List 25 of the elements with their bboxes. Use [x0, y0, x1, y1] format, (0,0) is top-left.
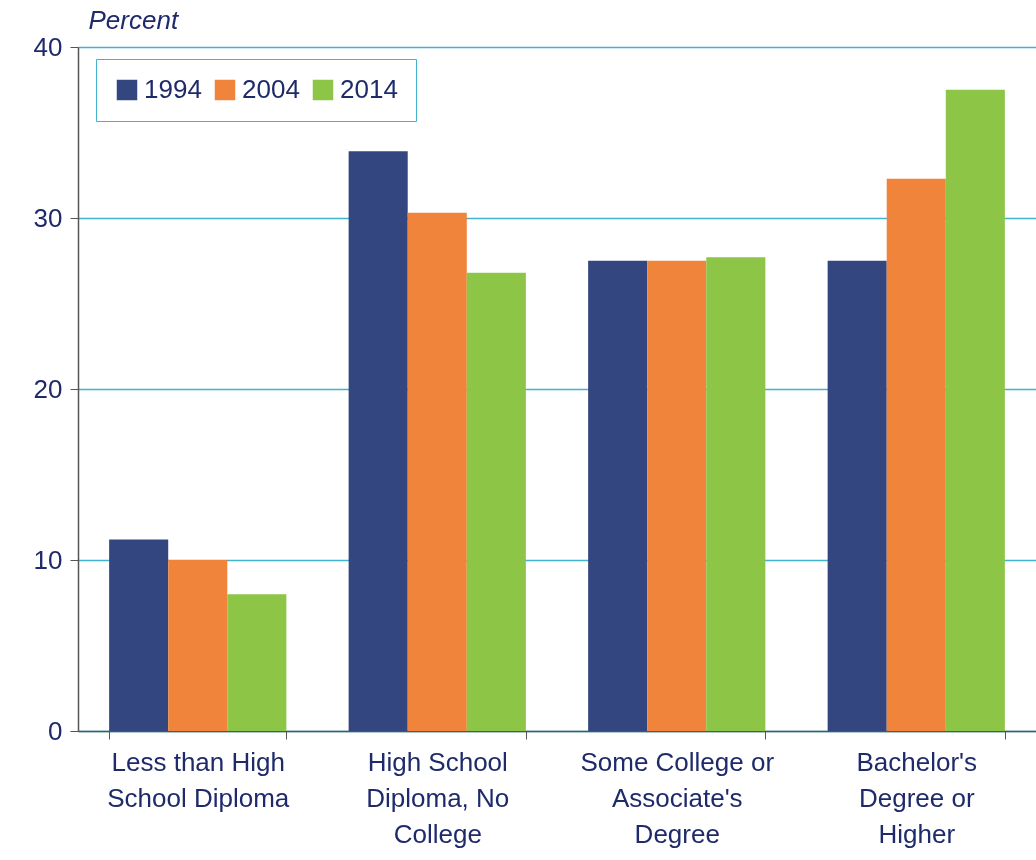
- bar: [706, 257, 766, 731]
- y-tick-label: 40: [33, 31, 63, 62]
- bar: [168, 560, 228, 731]
- y-tick-label: 20: [33, 373, 63, 404]
- bar: [827, 260, 887, 731]
- y-tick-label: 30: [33, 202, 63, 233]
- legend-label: 2014: [340, 74, 398, 104]
- bar: [588, 260, 648, 731]
- bar: [109, 539, 169, 731]
- bar: [886, 178, 946, 731]
- bar: [945, 89, 1005, 731]
- bar: [348, 151, 408, 731]
- bar: [647, 260, 707, 731]
- x-tick-label: Bachelor's Degree or Higher: [856, 746, 978, 849]
- x-tick-label: High School Diploma, No College: [366, 746, 510, 849]
- y-axis-title: Percent: [88, 4, 180, 35]
- bar: [407, 212, 467, 731]
- x-tick-label: Some College or Associate's Degree: [580, 746, 775, 849]
- bar: [466, 272, 526, 731]
- legend-label: 1994: [144, 74, 202, 104]
- y-tick-label: 10: [33, 544, 63, 575]
- y-tick-label: 0: [48, 715, 63, 746]
- bar: [227, 594, 287, 731]
- x-tick-label: Less than High School Diploma: [107, 746, 290, 813]
- legend-label: 2004: [242, 74, 300, 104]
